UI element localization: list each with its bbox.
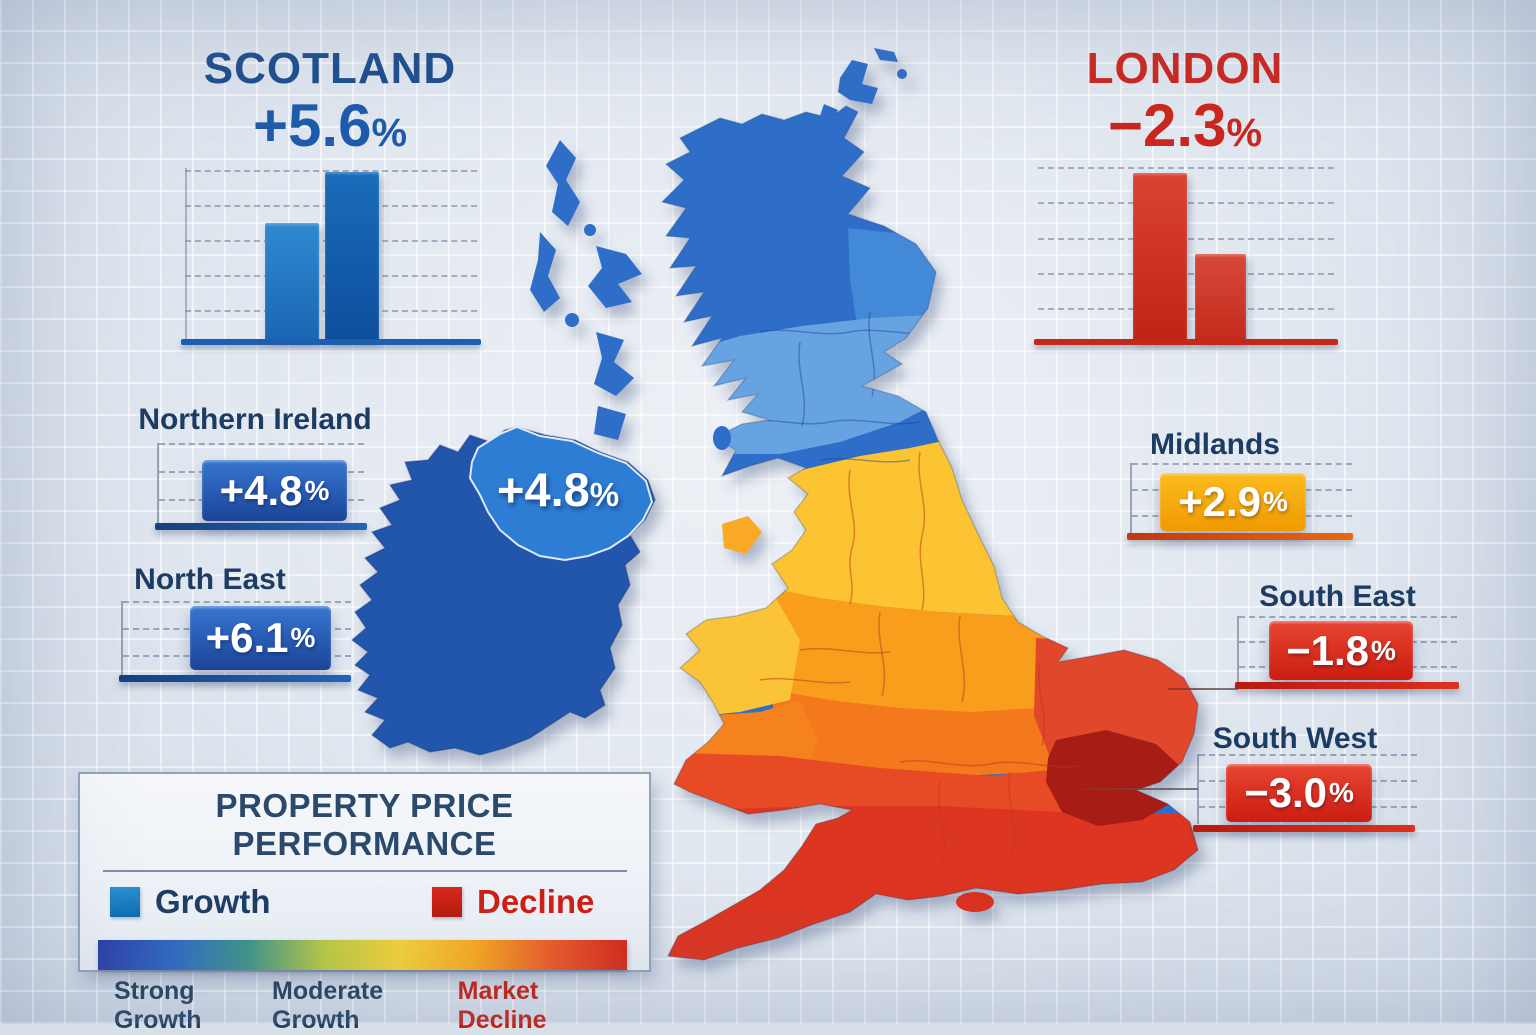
- callout-northern-ireland: Northern Ireland +4.8%: [135, 403, 375, 530]
- scotland-chart-baseline: [181, 339, 481, 345]
- london-region: [1046, 730, 1184, 826]
- northern-ireland-region: [468, 425, 654, 562]
- callout-underline: [155, 523, 367, 530]
- callout-panel: −1.8%: [1237, 616, 1457, 684]
- london-bar-chart: [1034, 165, 1338, 345]
- callout-title: South West: [1212, 722, 1378, 755]
- callout-panel: +6.1%: [121, 601, 351, 675]
- legend-title: PROPERTY PRICE PERFORMANCE: [215, 787, 514, 862]
- callout-underline: [1127, 533, 1353, 540]
- scotland-chart-bar-1: [265, 223, 319, 340]
- callout-title: South East: [1259, 580, 1416, 613]
- callout-panel: −3.0%: [1197, 754, 1417, 824]
- south-west-connector-line: [1082, 788, 1198, 790]
- legend-gradient-bar: [98, 940, 627, 970]
- callout-panel: +2.9%: [1130, 463, 1352, 533]
- value-badge: +2.9%: [1160, 473, 1306, 531]
- legend-scale-labels: Strong Growth Moderate Growth Market Dec…: [80, 970, 649, 1035]
- callout-underline: [119, 675, 351, 682]
- legend-item-growth: Growth: [110, 883, 270, 921]
- london-value: −2.3%: [1107, 92, 1263, 159]
- callout-underline: [1193, 825, 1415, 832]
- isle-of-wight: [956, 892, 994, 912]
- london-chart-bar-1: [1133, 172, 1187, 340]
- scotland-chart-axis: [185, 168, 187, 341]
- south-east-connector-line: [1168, 688, 1238, 690]
- legend-divider: [102, 870, 627, 872]
- scale-label-moderate-growth: Moderate Growth: [272, 977, 384, 1034]
- callout-south-west: South West −3.0%: [1185, 722, 1417, 832]
- ireland-landmass: [350, 425, 656, 756]
- london-headline: LONDON −2.3%: [1020, 44, 1350, 156]
- callout-midlands: Midlands +2.9%: [1105, 428, 1353, 540]
- scale-label-market-decline: Market Decline: [457, 977, 547, 1034]
- growth-swatch-icon: [110, 887, 140, 917]
- callout-title: North East: [134, 563, 286, 596]
- callout-title: Midlands: [1149, 428, 1280, 461]
- legend-panel: PROPERTY PRICE PERFORMANCE Growth Declin…: [78, 772, 651, 1034]
- ni-map-value: +4.8%: [497, 463, 620, 516]
- callout-south-east: South East −1.8%: [1225, 580, 1459, 689]
- scotland-chart-bar-2: [325, 171, 379, 340]
- value-badge: −1.8%: [1269, 621, 1413, 680]
- value-badge: −3.0%: [1226, 764, 1372, 822]
- value-badge: +6.1%: [190, 606, 331, 670]
- london-chart-bar-2: [1195, 253, 1246, 340]
- callout-underline: [1235, 682, 1459, 689]
- scottish-islands: [530, 48, 907, 450]
- callout-panel: +4.8%: [157, 443, 364, 523]
- scotland-bar-chart: [181, 168, 481, 345]
- scotland-title: SCOTLAND: [203, 44, 457, 93]
- isle-of-man: [722, 516, 762, 554]
- london-title: LONDON: [1086, 44, 1284, 93]
- london-chart-baseline: [1034, 339, 1338, 345]
- decline-swatch-icon: [432, 887, 462, 917]
- county-borders-england: [759, 451, 1081, 865]
- scale-label-strong-growth: Strong Growth: [114, 977, 202, 1034]
- callout-title: Northern Ireland: [138, 403, 372, 436]
- value-badge: +4.8%: [202, 460, 347, 521]
- callout-north-east: North East +6.1%: [95, 563, 351, 682]
- scotland-headline: SCOTLAND +5.6%: [150, 44, 510, 156]
- scotland-value: +5.6%: [252, 92, 408, 159]
- legend-item-decline: Decline: [432, 883, 594, 921]
